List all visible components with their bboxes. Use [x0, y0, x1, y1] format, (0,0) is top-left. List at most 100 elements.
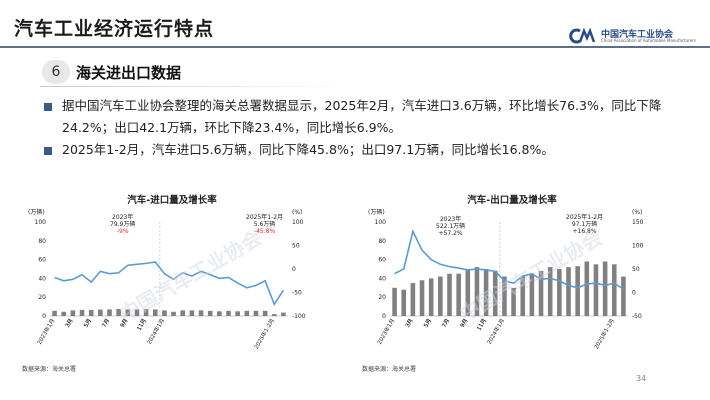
left-axis-tick: 80: [378, 238, 386, 245]
bar: [438, 276, 443, 316]
bar: [593, 264, 599, 316]
annotation-line: 2023年: [112, 214, 134, 221]
bar: [483, 269, 489, 316]
bar: [79, 309, 85, 316]
x-axis-tick: 9月: [459, 318, 470, 329]
annotation-line: 5.6万辆: [253, 221, 276, 228]
left-axis-tick: 0: [382, 313, 386, 320]
growth-line: [394, 229, 624, 290]
chart-annotation-2023: 2023年 79.9万辆 -9%: [110, 214, 135, 235]
page-number: 34: [636, 374, 647, 383]
bar: [88, 309, 94, 316]
x-axis-tick: 3月: [64, 318, 75, 329]
x-axis-tick: 9月: [459, 318, 470, 329]
right-axis-tick: -100: [292, 313, 306, 320]
bullet-square-icon: [44, 103, 52, 111]
bar: [401, 289, 407, 316]
bullet-text: 2025年1-2月，汽车进口5.6万辆，同比下降45.8%；出口97.1万辆，同…: [62, 142, 554, 157]
bar: [281, 312, 286, 316]
section-number-badge: 6: [42, 60, 70, 84]
chart-title: 汽车-进口量及增长率: [127, 195, 217, 206]
x-axis-tick: 7月: [441, 318, 452, 329]
chart-annotation-2025: 2025年1-2月 5.6万辆 -45.8%: [246, 214, 283, 235]
annotation-line: -45.8%: [253, 228, 276, 235]
bar: [557, 269, 562, 316]
bar: [226, 310, 231, 316]
bar: [392, 287, 397, 316]
bar: [152, 309, 158, 316]
import-chart-plot: (万辆) (%) 100 80 60 40 20 0 100 50 0 -50 -100 2023年1月 3…: [28, 208, 306, 350]
x-axis-tick: 5月: [422, 318, 433, 329]
x-axis-tick: 3月: [404, 318, 415, 329]
x-axis-tick: 5月: [82, 318, 93, 329]
x-axis-tick: 9月: [119, 318, 130, 329]
bar: [171, 311, 176, 316]
left-axis-tick: 80: [38, 238, 46, 245]
bar: [70, 310, 76, 316]
left-axis-unit: (万辆): [368, 208, 385, 216]
left-axis-unit: (万辆): [28, 208, 45, 216]
logo-text-cn: 中国汽车工业协会: [601, 30, 674, 40]
bullet-list: 据中国汽车工业协会整理的海关总署数据显示，2025年2月，汽车进口3.6万辆，环…: [42, 95, 682, 161]
section-divider: [40, 86, 350, 87]
bar: [511, 287, 516, 316]
x-axis-tick: 2023年1月: [375, 317, 396, 346]
import-chart: 汽车-进口量及增长率 (万辆) (%) 100 80 60 40 20 0 100 50 0 -50 -…: [22, 190, 322, 380]
bar: [456, 273, 461, 316]
left-axis-tick: 100: [35, 219, 47, 226]
right-axis-tick: 0: [632, 290, 636, 297]
right-axis-tick: 100: [632, 243, 644, 250]
slide-title: 汽车工业经济运行特点: [14, 18, 215, 40]
x-axis-tick: 7月: [101, 318, 112, 329]
annotation-line: +16.8%: [572, 228, 597, 235]
bar: [207, 310, 213, 316]
bar: [271, 314, 277, 316]
right-axis-tick: -50: [292, 290, 302, 297]
export-chart: 汽车-出口量及增长率 (万辆) (%) 100 80 60 40 20 0 150 100 50 0-…: [362, 190, 662, 380]
x-axis-tick: 3月: [404, 318, 415, 329]
caam-logo: 中国汽车工业协会 China Association of Automobile…: [566, 26, 702, 46]
bar: [602, 261, 608, 316]
bar: [575, 266, 580, 316]
x-axis-tick: 2025年1-2月: [252, 317, 276, 350]
x-axis-tick: 7月: [441, 318, 452, 329]
bar: [410, 283, 416, 316]
bar: [52, 310, 57, 316]
bar: [538, 270, 544, 316]
right-axis-unit: (%): [292, 209, 302, 216]
bar: [61, 311, 67, 316]
annotation-line: +57.2%: [438, 230, 463, 237]
growth-line: [54, 261, 285, 306]
bullet-item: 2025年1-2月，汽车进口5.6万辆，同比下降45.8%；出口97.1万辆，同…: [42, 139, 682, 161]
bar: [492, 270, 498, 316]
chart-source: 数据来源：海关总署: [22, 366, 77, 373]
x-axis-tick: 2025年1-2月: [592, 317, 616, 350]
chart-title: 汽车-出口量及增长率: [467, 195, 557, 206]
left-axis-tick: 40: [378, 275, 386, 282]
left-axis-tick: 60: [378, 257, 386, 264]
bar: [198, 310, 204, 316]
bar: [547, 267, 553, 316]
bullet-square-icon: [44, 147, 52, 155]
annotation-line: 97.1万辆: [571, 221, 598, 228]
bar: [180, 310, 186, 316]
logo-text-en: China Association of Automobile Manufact…: [601, 38, 696, 43]
chart-annotation-2023: 2023年 522.1万辆 +57.2%: [436, 216, 465, 237]
bar: [134, 309, 140, 316]
bar: [253, 310, 259, 316]
bar: [217, 311, 222, 316]
annotation-line: 2025年1-2月: [246, 214, 284, 221]
bar: [520, 276, 526, 316]
bar: [262, 310, 268, 316]
bar: [428, 278, 434, 316]
bar: [502, 276, 507, 316]
right-axis-tick: -50: [632, 313, 642, 320]
left-axis-tick: 100: [375, 219, 387, 226]
left-axis-tick: 0: [42, 313, 46, 320]
bar: [98, 309, 103, 316]
x-axis-tick: 2024年1月: [145, 317, 166, 346]
header-divider: [0, 46, 710, 48]
bar: [162, 310, 167, 316]
bar: [566, 267, 571, 316]
